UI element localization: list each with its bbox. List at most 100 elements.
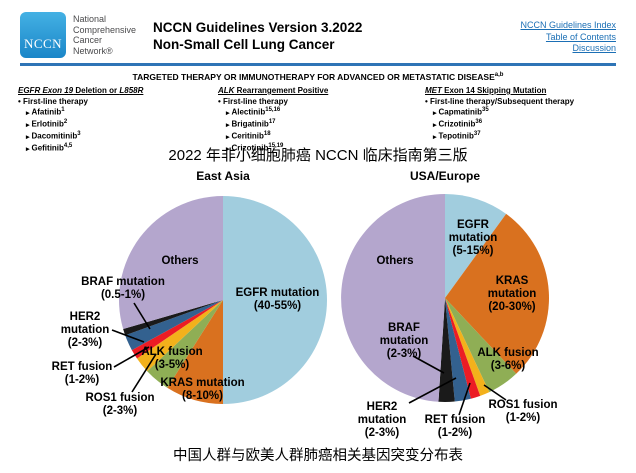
pie-slice-braf-mutation [438,298,455,402]
label-line: mutation [487,288,537,300]
label-ros1-usa-europe: ROS1 fusion (1-2%) [463,399,583,425]
label-line: (0.5-1%) [100,289,146,301]
pie-slice-egfr-mutation [445,194,507,298]
pie-slice-kras-mutation [445,213,549,374]
label-alk-usa-europe: ALK fusion (3-6%) [448,347,568,373]
label-egfr-east-asia: EGFR mutation (40-55%) [215,287,340,313]
label-line: (8-10%) [182,390,223,402]
label-line: BRAF [388,322,420,334]
label-braf-usa-europe: BRAF mutation (2-3%) [354,322,454,361]
label-line: EGFR [457,219,489,231]
label-line: KRAS [495,275,529,287]
drug-ref: 35 [482,107,489,113]
chart-title-east-asia: East Asia [196,169,250,183]
therapy-line-label: First-line therapy/Subsequent therapy [425,97,574,107]
label-line: ALK fusion [141,346,203,358]
label-line: (2-3%) [67,337,103,349]
pie-slice-alk-fusion [445,298,517,393]
org-line: Comprehensive [73,24,137,35]
caption-guideline-cn: 2022 年非小细胞肺癌 NCCN 临床指南第三版 [168,147,468,164]
nccn-logo: NCCN [20,12,66,58]
band-title-footnote: a,b [494,72,504,79]
label-line: (2-3%) [386,348,422,360]
gene-variant: L858R [119,86,144,95]
label-line: Others [161,255,199,267]
label-line: (20-30%) [488,301,536,313]
pie-slice-alk-fusion [147,300,223,388]
drug-name: Crizotinib [438,119,476,129]
label-line: KRAS mutation [160,377,245,389]
drug-ref: 2 [63,119,68,126]
drug-item: Crizotinib36 [425,118,574,130]
gene-name: ALK [218,86,235,95]
header-text: Exon 14 Skipping Mutation [441,86,547,95]
drug-item: Tepotinib37 [425,130,574,142]
label-line: RET fusion [424,414,486,426]
drug-name: Gefitinib [31,144,64,154]
therapy-column-egfr: EGFR Exon 19 Deletion or L858R First-lin… [18,86,143,155]
column-header-alk: ALK Rearrangement Positive [218,86,328,96]
band-title: TARGETED THERAPY OR IMMUNOTHERAPY FOR AD… [0,72,636,82]
pie-slice-kras-mutation [167,300,223,404]
link-table-of-contents[interactable]: Table of Contents [545,31,616,42]
org-name: National Comprehensive Cancer Network® [73,14,136,56]
label-ret-usa-europe: RET fusion (1-2%) [395,414,515,440]
label-line: (2-3%) [102,405,138,417]
label-line: HER2 [69,311,101,323]
label-her2-east-asia: HER2 mutation (2-3%) [35,311,135,350]
band-title-text: TARGETED THERAPY OR IMMUNOTHERAPY FOR AD… [132,72,495,82]
label-line: mutation [379,335,429,347]
link-discussion[interactable]: Discussion [572,43,616,53]
therapy-line-label: First-line therapy [18,97,143,107]
label-line: (40-55%) [253,300,302,312]
pie-slice-her2-mutation [445,298,471,402]
gene-name: MET [425,86,442,95]
label-kras-east-asia: KRAS mutation (8-10%) [130,377,275,403]
label-line: (2-3%) [364,427,400,439]
therapy-line-text: First-line therapy [23,96,88,106]
pie-slice-her2-mutation [125,300,223,351]
drug-name: Tepotinib [438,131,474,141]
therapy-line-label: First-line therapy [218,97,328,107]
label-line: (1-2%) [437,427,473,439]
therapy-column-alk: ALK Rearrangement Positive First-line th… [218,86,328,155]
label-line: BRAF mutation [81,276,165,288]
label-line: (1-2%) [505,412,541,424]
caption-distribution-cn: 中国人群与欧美人群肺癌相关基因突变分布表 [173,448,463,464]
drug-item: Alectinib15,16 [218,106,328,118]
cancer-type-title: Non-Small Cell Lung Cancer [153,37,335,52]
org-line: Network® [73,45,113,56]
drug-item: Erlotinib2 [18,118,143,130]
drug-ref: 36 [475,119,483,126]
label-ros1-east-asia: ROS1 fusion (2-3%) [60,392,180,418]
column-header-met: MET Exon 14 Skipping Mutation [425,86,574,96]
drug-item: Afatinib1 [18,106,143,118]
drug-ref: 17 [268,119,276,126]
document-title: NCCN Guidelines Version 3.2022 Non-Small… [153,19,362,53]
therapy-line-text: First-line therapy/Subsequent therapy [430,96,575,106]
therapy-line-text: First-line therapy [223,96,288,106]
drug-item: Dacomitinib3 [18,130,143,142]
drug-item: Capmatinib35 [425,106,574,118]
label-line: mutation [357,414,407,426]
label-egfr-usa-europe: EGFR mutation (5-15%) [423,219,523,258]
label-braf-east-asia: BRAF mutation (0.5-1%) [53,276,193,302]
label-line: (3-5%) [154,359,190,371]
nccn-logo-text: NCCN [23,36,63,51]
pie-slice-ret-fusion [131,300,223,359]
chart-title-usa-europe: USA/Europe [409,169,480,183]
label-line: (1-2%) [64,374,100,386]
label-line: ALK fusion [477,347,539,359]
drug-name: Capmatinib [438,107,483,117]
drug-name: Afatinib [31,107,62,117]
therapy-column-met: MET Exon 14 Skipping Mutation First-line… [425,86,574,142]
drug-item: Crizotinib15,19 [218,142,328,154]
drug-name: Ceritinib [231,131,264,141]
drug-ref: 4,5 [63,143,73,150]
label-line: mutation [448,232,498,244]
org-line: Cancer [73,35,103,45]
gene-name: EGFR Exon 19 [18,86,74,95]
pie-slice-ros1-fusion [445,298,490,396]
link-guidelines-index[interactable]: NCCN Guidelines Index [520,20,616,30]
